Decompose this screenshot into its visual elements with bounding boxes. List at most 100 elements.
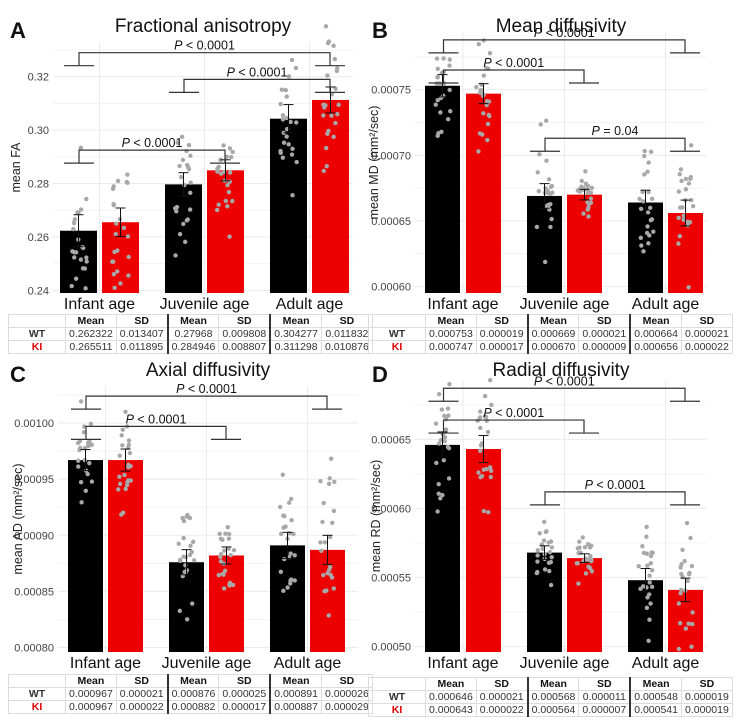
data-point bbox=[216, 572, 222, 578]
table-row: KI 0.000747 0.000017 0.000670 0.000009 0.0006… bbox=[368, 340, 733, 354]
data-point bbox=[482, 414, 488, 419]
table-cell: 0.000021 bbox=[578, 327, 632, 341]
data-point bbox=[445, 117, 451, 122]
y-tick-label: 0.00080 bbox=[14, 643, 54, 655]
data-point bbox=[650, 550, 655, 555]
data-point bbox=[117, 474, 122, 479]
data-point bbox=[278, 150, 283, 155]
data-point bbox=[84, 259, 89, 264]
data-point bbox=[549, 555, 554, 560]
data-point bbox=[181, 221, 186, 227]
data-point bbox=[87, 460, 92, 466]
data-point bbox=[175, 140, 180, 145]
bar-ki-1 bbox=[567, 194, 602, 293]
data-point bbox=[478, 425, 483, 431]
data-point bbox=[647, 573, 652, 578]
data-point bbox=[588, 553, 593, 559]
data-point bbox=[332, 56, 338, 62]
p-value-label: P < 0.0001 bbox=[176, 382, 237, 396]
data-point bbox=[436, 391, 442, 397]
table-row-label: WT bbox=[8, 687, 66, 701]
data-point bbox=[547, 568, 552, 574]
data-point bbox=[486, 509, 491, 515]
data-point bbox=[227, 170, 233, 175]
data-point bbox=[83, 488, 89, 493]
data-point bbox=[188, 543, 193, 548]
data-point bbox=[433, 102, 438, 107]
table-cell: 0.000882 bbox=[167, 700, 220, 714]
data-point bbox=[644, 551, 650, 556]
data-point bbox=[286, 74, 292, 79]
table-row: WT 0.000646 0.000021 0.000568 0.000011 0.0005… bbox=[368, 690, 733, 704]
data-point bbox=[688, 174, 693, 180]
data-point bbox=[637, 196, 642, 202]
data-point bbox=[329, 113, 334, 118]
data-point bbox=[645, 210, 651, 215]
table-cell: 0.000021 bbox=[680, 327, 733, 341]
data-point bbox=[487, 51, 493, 56]
data-point bbox=[111, 271, 117, 277]
table-cell: 0.000646 bbox=[425, 690, 477, 704]
data-point bbox=[119, 512, 124, 517]
x-category-label: Juvenile age bbox=[520, 296, 610, 313]
data-point bbox=[648, 561, 653, 566]
data-point bbox=[285, 585, 290, 590]
data-point bbox=[583, 181, 588, 186]
y-axis-label: mean MD (mm²/sec) bbox=[367, 106, 381, 220]
data-point bbox=[435, 66, 440, 72]
data-point bbox=[679, 587, 684, 593]
x-category-label: Juvenile age bbox=[162, 655, 252, 672]
data-point bbox=[534, 224, 540, 230]
data-point bbox=[80, 266, 86, 271]
data-point bbox=[647, 617, 652, 622]
significance-bracket bbox=[442, 69, 585, 84]
data-point bbox=[323, 103, 328, 108]
data-point bbox=[180, 157, 186, 163]
data-point bbox=[639, 243, 644, 248]
data-point bbox=[588, 196, 594, 201]
data-point bbox=[121, 225, 127, 231]
data-point bbox=[644, 534, 649, 539]
data-point bbox=[447, 381, 452, 387]
data-point bbox=[327, 534, 333, 540]
data-point bbox=[120, 443, 125, 448]
data-point bbox=[126, 254, 131, 260]
data-point bbox=[227, 580, 233, 586]
y-tick-label: 0.00090 bbox=[14, 530, 54, 542]
data-point bbox=[549, 216, 554, 222]
bar-ki-0 bbox=[466, 93, 501, 293]
data-point bbox=[438, 110, 443, 115]
data-point bbox=[294, 159, 299, 165]
data-point bbox=[688, 143, 694, 148]
data-point bbox=[576, 187, 582, 192]
data-point bbox=[126, 273, 131, 278]
data-point bbox=[292, 578, 297, 583]
significance-bracket bbox=[544, 491, 686, 505]
data-point bbox=[176, 541, 181, 546]
data-point bbox=[328, 572, 333, 578]
data-point bbox=[70, 249, 75, 254]
data-point bbox=[481, 508, 487, 514]
table-cell: 0.27968 bbox=[167, 327, 220, 341]
data-point bbox=[480, 132, 485, 137]
data-point bbox=[574, 561, 579, 566]
data-point bbox=[78, 257, 84, 262]
table-row-label: KI bbox=[368, 703, 426, 717]
data-point bbox=[113, 231, 118, 237]
data-point bbox=[648, 553, 654, 559]
bar-ki-1 bbox=[207, 170, 244, 293]
data-point bbox=[685, 578, 690, 584]
data-point bbox=[333, 86, 338, 91]
data-point bbox=[112, 285, 117, 290]
data-point bbox=[535, 569, 540, 575]
data-point bbox=[220, 571, 225, 576]
table-header-cell: SD bbox=[578, 677, 632, 691]
data-point bbox=[111, 184, 116, 189]
data-point bbox=[544, 158, 549, 163]
data-point bbox=[589, 185, 595, 191]
data-point bbox=[488, 474, 493, 480]
data-point bbox=[648, 149, 654, 155]
data-point bbox=[646, 241, 651, 246]
chart-md: 0.00060 0.00065 0.00070 0.00075 mean MD (mm²… bbox=[367, 26, 707, 313]
data-point bbox=[78, 145, 84, 150]
